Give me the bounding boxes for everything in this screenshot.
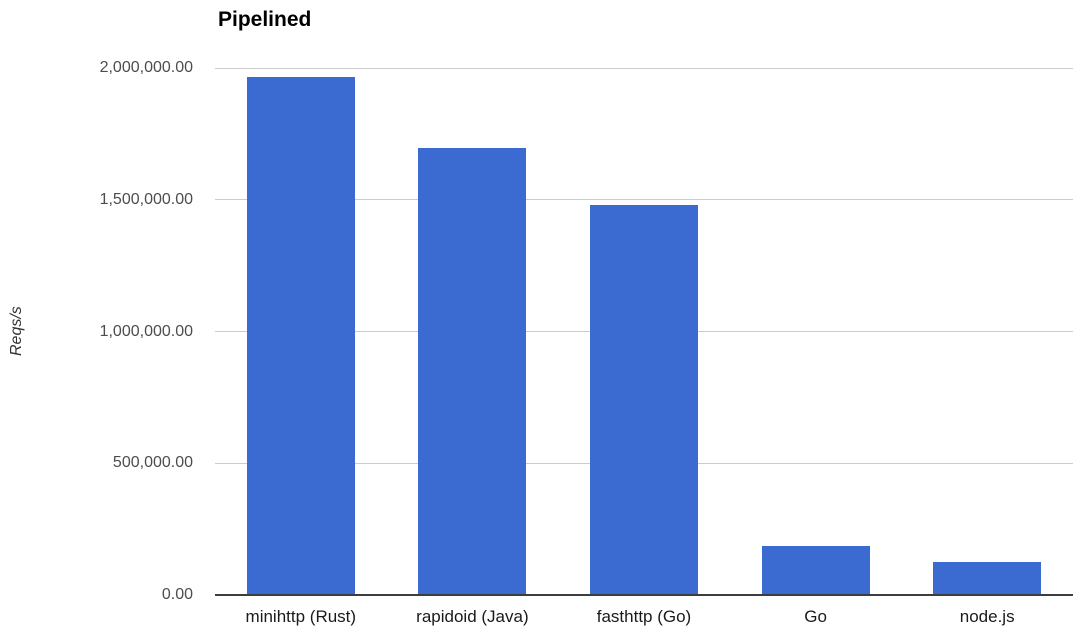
y-axis-tick-label: 2,000,000.00 [99,59,193,76]
x-axis-category-label: node.js [959,607,1015,626]
x-axis-category-label: Go [804,607,827,626]
x-axis-category-label: fasthttp (Go) [596,607,692,626]
y-axis-tick-label: 500,000.00 [112,454,193,472]
bar-rapidoid-java [418,148,527,595]
y-axis-tick-label: 1,000,000.00 [99,322,193,340]
gridline [215,199,1073,201]
bar-node-js [933,562,1042,595]
bar-go [761,546,870,595]
bar-minihttp-rust [246,77,355,595]
bar-fasthttp-go [590,205,698,595]
x-axis-category-label: rapidoid (Java) [416,607,529,626]
y-axis-tick-label: 1,500,000.00 [99,190,193,208]
chart-title: Pipelined [218,8,312,31]
y-axis-tick-label: 0.00 [161,586,193,603]
x-axis-category-label: minihttp (Rust) [245,607,357,626]
x-axis-line [215,594,1073,596]
gridline [215,67,1073,69]
